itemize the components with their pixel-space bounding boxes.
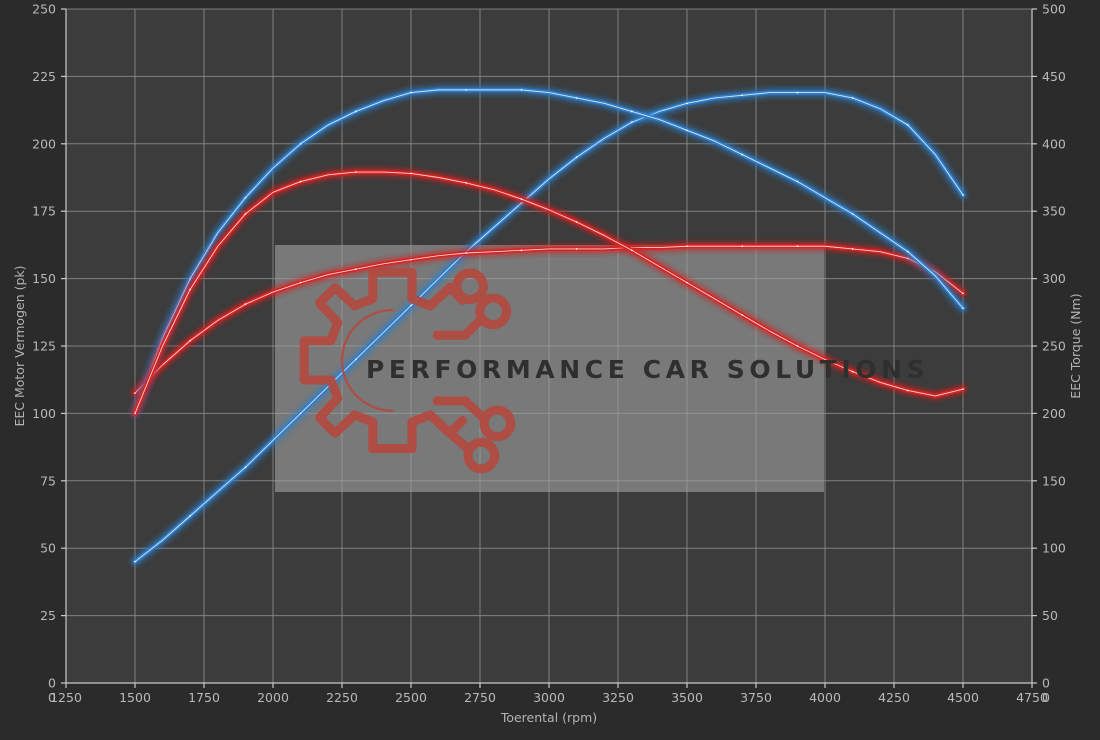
series-vermogen-na-tuning-pk-	[131, 89, 967, 565]
tick-label: 0	[48, 690, 56, 705]
tick-label: 3000	[533, 690, 565, 705]
tick-label: 3750	[740, 690, 772, 705]
tick-label: 75	[40, 473, 56, 488]
watermark-text: PERFORMANCE CAR SOLUTIONS	[366, 355, 929, 384]
tick-label: 250	[32, 2, 56, 17]
tick-label: 300	[1042, 271, 1066, 286]
tick-label: 2750	[464, 690, 496, 705]
tick-label: 1250	[50, 690, 82, 705]
series-koppel-na-tuning-nm-	[131, 243, 967, 397]
tick-label: 0	[1042, 690, 1050, 705]
tick-label: 150	[32, 271, 56, 286]
tick-label: 3500	[671, 690, 703, 705]
tick-label: 2250	[326, 690, 358, 705]
tick-label: 4500	[947, 690, 979, 705]
tick-label: 350	[1042, 204, 1066, 219]
tick-label: 175	[32, 204, 56, 219]
logo-node-3	[479, 405, 516, 442]
logo-node-2	[475, 293, 512, 330]
tick-label: 150	[1042, 473, 1066, 488]
gear-circuit-logo-icon	[299, 267, 516, 474]
tick-label: 50	[1042, 608, 1058, 623]
tick-label: 2500	[395, 690, 427, 705]
watermark	[275, 245, 824, 492]
watermark-logo-group: PERFORMANCE CAR SOLUTIONS	[299, 267, 929, 474]
y2-axis-title: EEC Torque (Nm)	[1068, 293, 1083, 398]
tick-label: 100	[1042, 541, 1066, 556]
tick-label: 4750	[1016, 690, 1048, 705]
logo-node-4	[463, 437, 500, 474]
tick-label: 4250	[878, 690, 910, 705]
tick-label: 3250	[602, 690, 634, 705]
tick-label: 4000	[809, 690, 841, 705]
tick-label: 250	[1042, 339, 1066, 354]
tick-label: 200	[32, 136, 56, 151]
tick-label: 1500	[119, 690, 151, 705]
series-vermogen-standaard-pk-	[131, 86, 967, 417]
tick-label: 225	[32, 69, 56, 84]
watermark-panel	[275, 245, 824, 492]
tick-label: 2000	[257, 690, 289, 705]
tick-label: 450	[1042, 69, 1066, 84]
series-koppel-standaard-nm-	[131, 168, 967, 417]
series-lines	[131, 86, 967, 565]
tick-label: 100	[32, 406, 56, 421]
tick-label: 1750	[188, 690, 220, 705]
tick-label: 25	[40, 608, 56, 623]
tick-label: 200	[1042, 406, 1066, 421]
tick-label: 125	[32, 339, 56, 354]
axes: 1250 1500 1750 2000 2250 2500 2750 3000 3250 3500…	[32, 2, 1066, 706]
tick-label: 400	[1042, 136, 1066, 151]
tick-label: 500	[1042, 2, 1066, 17]
tick-label: 0	[1042, 676, 1050, 691]
x-axis-title: Toerental (rpm)	[500, 710, 597, 725]
tick-label: 0	[48, 676, 56, 691]
y-axis-title: EEC Motor Vermogen (pk)	[12, 265, 27, 426]
tick-label: 50	[40, 541, 56, 556]
logo-node-1	[452, 268, 488, 305]
